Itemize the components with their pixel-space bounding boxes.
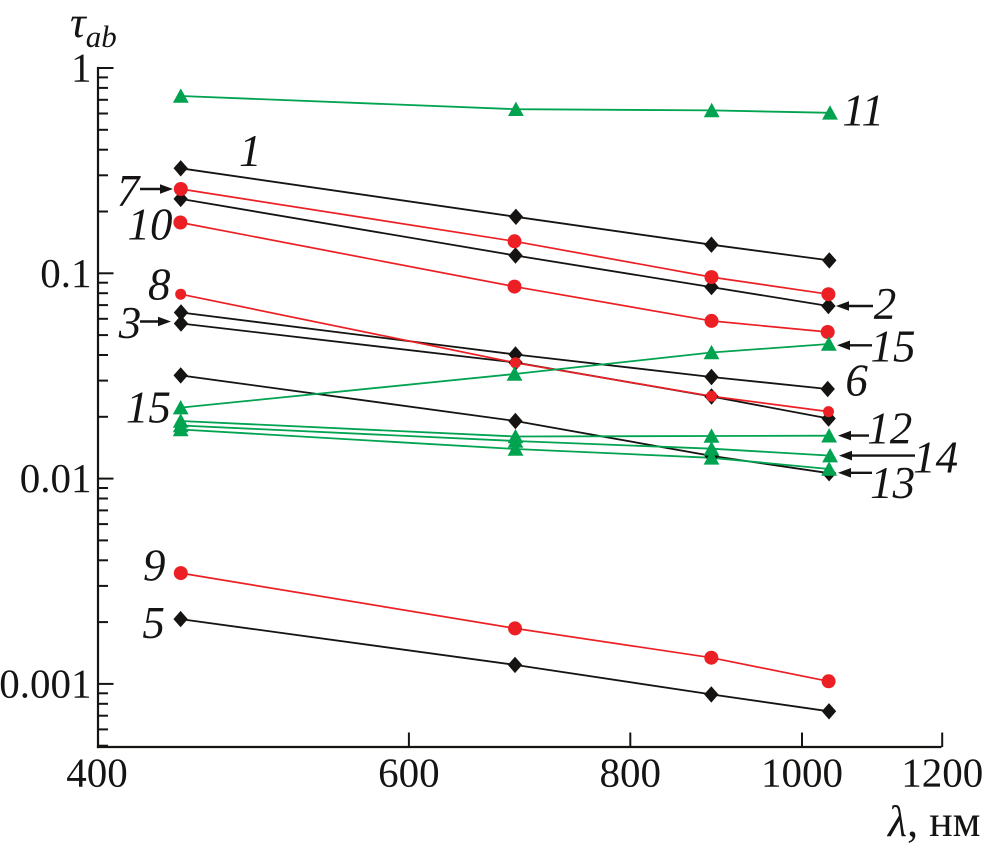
svg-text:12: 12 — [867, 404, 912, 454]
svg-text:15: 15 — [126, 383, 171, 433]
svg-text:400: 400 — [66, 750, 128, 796]
svg-text:11: 11 — [842, 86, 884, 136]
svg-text:600: 600 — [378, 750, 440, 796]
svg-text:800: 800 — [600, 750, 662, 796]
svg-text:1000: 1000 — [761, 750, 843, 796]
svg-text:8: 8 — [148, 260, 171, 310]
svg-text:7: 7 — [117, 166, 142, 216]
svg-text:1: 1 — [239, 126, 262, 176]
svg-text:1: 1 — [71, 45, 92, 91]
svg-text:0.01: 0.01 — [20, 455, 92, 501]
svg-text:λ, нм: λ, нм — [886, 797, 980, 846]
svg-text:14: 14 — [913, 433, 958, 483]
svg-text:6: 6 — [845, 355, 868, 405]
svg-text:2: 2 — [874, 279, 897, 329]
svg-text:0.1: 0.1 — [40, 250, 91, 296]
svg-text:3: 3 — [118, 298, 142, 348]
svg-text:13: 13 — [870, 458, 915, 508]
svg-text:15: 15 — [871, 322, 916, 372]
svg-text:5: 5 — [142, 598, 165, 648]
svg-text:10: 10 — [128, 200, 173, 250]
svg-text:1200: 1200 — [901, 750, 982, 796]
svg-text:9: 9 — [143, 541, 166, 591]
svg-text:0.001: 0.001 — [0, 660, 92, 706]
